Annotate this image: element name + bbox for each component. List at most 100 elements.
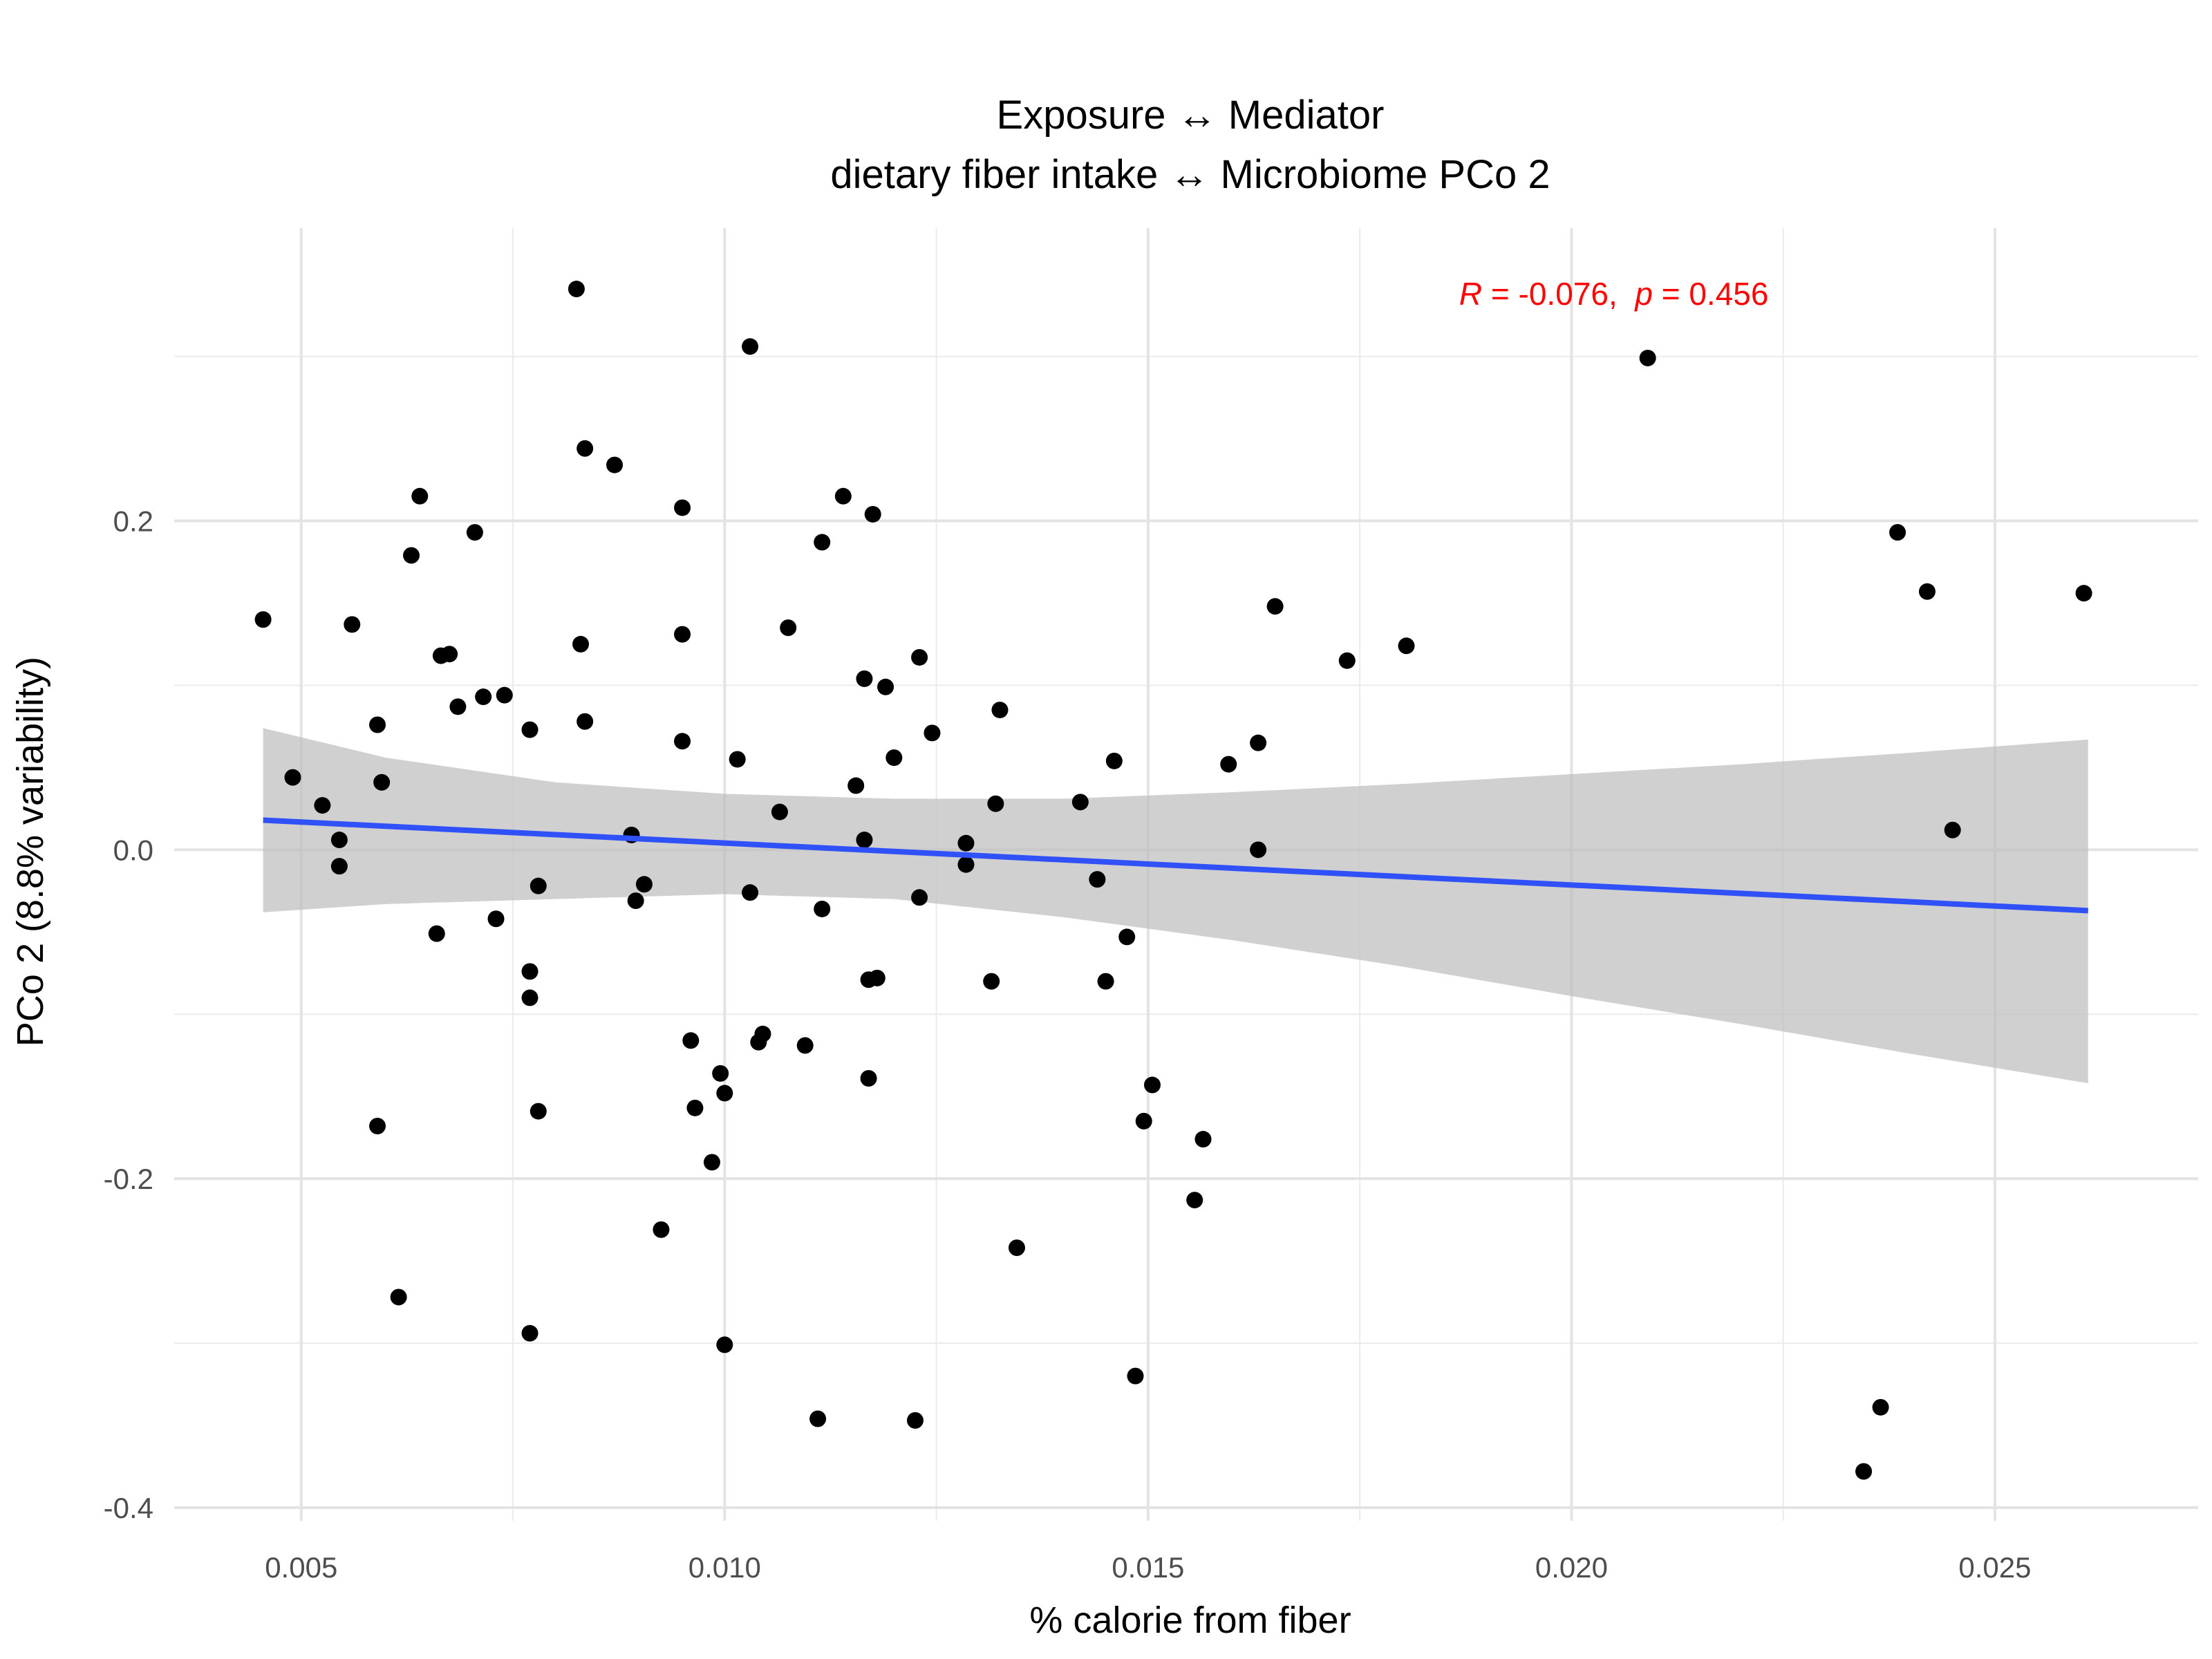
data-point [2075, 585, 2092, 602]
data-point [885, 749, 903, 767]
data-point [1143, 1076, 1161, 1094]
data-point [1944, 821, 1961, 838]
data-point [344, 616, 361, 633]
data-point [814, 900, 831, 917]
data-point [987, 795, 1004, 812]
data-point [1855, 1463, 1873, 1480]
data-point [1639, 349, 1656, 366]
data-point [475, 688, 492, 706]
y-tick-label: -0.4 [104, 1492, 153, 1524]
data-point [487, 910, 505, 928]
data-point [742, 338, 759, 355]
data-point [254, 611, 272, 628]
data-point [1097, 973, 1114, 990]
data-point [674, 626, 691, 643]
data-point [1338, 652, 1356, 669]
data-point [754, 1025, 771, 1042]
y-axis-tick-labels: -0.4 -0.2 0.0 0.2 [104, 505, 153, 1524]
data-point [635, 876, 653, 893]
data-point [521, 1324, 538, 1342]
data-point [529, 1103, 547, 1120]
data-point [369, 716, 386, 733]
x-tick-label: 0.005 [265, 1551, 337, 1584]
data-point [1872, 1398, 1889, 1416]
data-point [1889, 524, 1906, 541]
data-point [411, 487, 429, 505]
regression-line [263, 817, 2088, 914]
data-point [814, 534, 831, 551]
data-point [1008, 1239, 1025, 1257]
x-tick-label: 0.010 [688, 1551, 761, 1584]
data-point [1071, 794, 1089, 811]
data-point [742, 884, 759, 901]
p-value: = 0.456 [1653, 276, 1769, 312]
data-point [809, 1410, 827, 1427]
data-point [983, 973, 1000, 990]
data-point [682, 1032, 700, 1049]
data-point [924, 724, 941, 742]
data-point [796, 1037, 814, 1054]
data-point [1194, 1131, 1212, 1148]
data-point [577, 440, 594, 457]
data-point [284, 769, 301, 786]
x-tick-label: 0.015 [1112, 1551, 1184, 1584]
data-point [674, 499, 691, 516]
data-point [496, 686, 513, 704]
x-tick-label: 0.025 [1958, 1551, 2031, 1584]
data-point [911, 889, 928, 906]
data-point [991, 702, 1009, 719]
r-symbol: R [1459, 276, 1482, 312]
data-point [834, 487, 852, 505]
data-point [856, 832, 873, 849]
data-point [856, 670, 873, 687]
data-point [847, 777, 865, 794]
data-point [957, 834, 975, 852]
correlation-annotation: R = -0.076, p = 0.456 [1459, 276, 1769, 312]
data-point [314, 797, 331, 814]
data-point [521, 989, 538, 1006]
data-point [1250, 841, 1267, 859]
data-point [606, 456, 624, 474]
data-point [703, 1154, 720, 1171]
y-tick-label: 0.0 [113, 834, 153, 866]
data-point [466, 524, 483, 541]
confidence-band-layer [263, 728, 2088, 1084]
data-point [1089, 871, 1106, 888]
data-point [716, 1336, 733, 1353]
data-point [441, 646, 458, 663]
data-point [1127, 1367, 1144, 1385]
data-point [1118, 928, 1136, 946]
data-point [1220, 756, 1237, 773]
x-tick-label: 0.020 [1535, 1551, 1608, 1584]
data-point [674, 733, 691, 750]
data-point [373, 774, 391, 791]
y-tick-label: -0.2 [104, 1163, 153, 1195]
data-point [911, 648, 928, 666]
data-point [1186, 1192, 1203, 1209]
data-point [390, 1288, 407, 1306]
data-point [957, 856, 975, 873]
data-point [860, 1070, 877, 1087]
data-point [1105, 752, 1123, 769]
chart-subtitle: dietary fiber intake ↔ Microbiome PCo 2 [830, 152, 1550, 197]
regression-line-layer [263, 817, 2088, 914]
data-point [780, 619, 797, 637]
data-point [653, 1221, 670, 1238]
x-axis-title: % calorie from fiber [1029, 1600, 1351, 1641]
r-value: = -0.076, [1482, 276, 1635, 312]
y-tick-label: 0.2 [113, 505, 153, 537]
data-point [729, 751, 746, 768]
data-point [330, 832, 348, 849]
data-point [403, 547, 420, 564]
data-point [449, 698, 467, 715]
chart-title: Exposure ↔ Mediator [997, 93, 1385, 138]
data-point [577, 713, 594, 730]
data-point [572, 635, 590, 653]
data-point [1250, 734, 1267, 751]
data-point [877, 678, 894, 695]
y-axis-title: PCo 2 (8.8% variability) [10, 657, 51, 1047]
data-point [1135, 1112, 1152, 1130]
data-point [712, 1065, 729, 1082]
x-axis-tick-labels: 0.005 0.010 0.015 0.020 0.025 [265, 1551, 2031, 1584]
